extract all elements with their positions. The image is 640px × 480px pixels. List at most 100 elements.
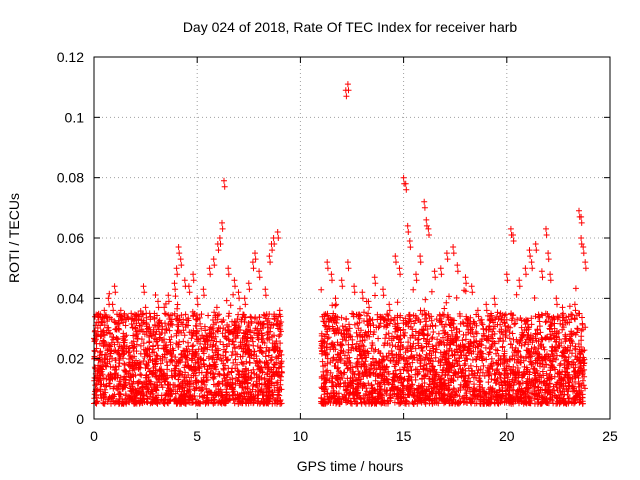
data-point: [277, 360, 284, 367]
data-point: [192, 377, 199, 384]
data-point: [276, 385, 283, 392]
data-point: [368, 381, 375, 388]
data-point: [194, 295, 201, 302]
data-point: [485, 379, 492, 386]
data-point: [269, 247, 276, 254]
data-point: [140, 319, 147, 326]
data-point: [123, 343, 130, 350]
data-point: [222, 382, 229, 389]
data-point: [234, 361, 241, 368]
data-point: [100, 390, 107, 397]
data-point: [229, 384, 236, 391]
data-point: [426, 232, 432, 238]
data-point: [235, 289, 242, 296]
data-point: [533, 247, 540, 254]
data-point: [104, 347, 111, 354]
data-point: [123, 332, 130, 339]
data-point: [251, 329, 257, 336]
data-point: [100, 329, 107, 336]
data-point: [215, 247, 222, 254]
data-point: [155, 298, 161, 305]
data-point: [242, 301, 249, 308]
data-point: [210, 371, 217, 378]
data-point: [396, 265, 403, 272]
data-point: [117, 381, 124, 388]
data-point: [172, 354, 179, 361]
data-point: [194, 336, 201, 343]
data-point: [275, 353, 282, 360]
data-point: [178, 319, 185, 326]
data-point: [107, 330, 114, 337]
data-point: [200, 394, 207, 401]
data-point: [172, 362, 178, 369]
data-point: [129, 365, 136, 372]
data-point: [177, 256, 184, 263]
data-point: [234, 329, 241, 336]
data-point: [380, 286, 386, 293]
data-point: [262, 286, 269, 293]
data-point: [204, 346, 211, 353]
data-point: [483, 356, 490, 363]
data-point: [263, 392, 269, 399]
data-point: [242, 333, 249, 339]
data-point: [179, 388, 185, 395]
data-point: [274, 229, 281, 235]
data-point: [186, 348, 193, 355]
data-point: [164, 362, 171, 369]
data-point: [247, 393, 254, 400]
data-point: [197, 340, 204, 347]
data-point: [246, 347, 253, 354]
data-point: [193, 329, 199, 336]
data-point: [126, 359, 133, 366]
data-point: [131, 396, 138, 402]
data-point: [149, 388, 156, 395]
data-point: [353, 329, 360, 336]
data-point: [453, 334, 460, 341]
data-point: [189, 343, 196, 350]
data-point: [224, 322, 231, 328]
data-point: [128, 340, 135, 346]
data-point: [203, 369, 210, 376]
data-point: [112, 289, 119, 296]
data-point: [351, 289, 358, 296]
data-point: [513, 291, 520, 298]
data-point: [213, 304, 220, 311]
data-point: [262, 353, 269, 360]
data-point: [343, 386, 350, 393]
data-point: [183, 354, 190, 361]
data-point: [203, 395, 210, 402]
data-point: [425, 331, 431, 338]
data-point: [351, 283, 358, 290]
data-point: [248, 396, 255, 402]
y-tick-label: 0.12: [57, 49, 84, 65]
data-point: [150, 329, 157, 336]
data-point: [261, 340, 268, 346]
data-point: [146, 339, 153, 346]
data-point: [166, 327, 173, 334]
data-point: [262, 381, 269, 388]
data-point: [119, 395, 126, 402]
data-point: [109, 392, 116, 399]
data-point: [543, 232, 550, 238]
data-point: [213, 366, 219, 373]
data-point: [541, 346, 548, 353]
data-point: [434, 336, 441, 343]
data-point: [182, 324, 189, 330]
data-point: [265, 347, 272, 354]
data-point: [410, 286, 417, 293]
data-point: [202, 341, 209, 348]
data-point: [111, 400, 118, 407]
data-point: [239, 314, 246, 321]
data-point: [157, 360, 164, 367]
data-point: [155, 376, 162, 383]
data-point: [245, 351, 252, 358]
data-point: [182, 353, 189, 360]
data-point: [422, 296, 429, 303]
data-point: [384, 311, 390, 318]
data-point: [189, 399, 196, 406]
data-point: [271, 387, 278, 394]
data-point: [144, 346, 151, 353]
data-point: [206, 388, 213, 395]
data-point: [249, 259, 256, 266]
data-point: [438, 271, 445, 278]
